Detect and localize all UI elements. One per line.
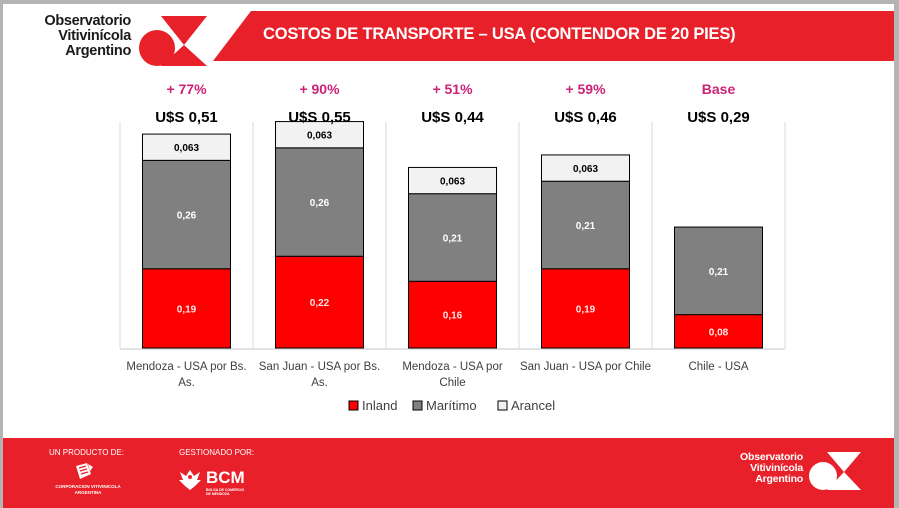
legend-swatch	[348, 400, 359, 411]
bar-segment-arancel	[275, 121, 364, 149]
category-label: Chile - USA	[688, 361, 748, 373]
product-org-line: ARGENTINA	[74, 490, 102, 495]
footer: UN PRODUCTO DE: CORPORACION VITIVINICOLA…	[3, 438, 894, 508]
logo-mark-icon	[139, 16, 207, 66]
bar-segment-inland	[674, 314, 763, 349]
data-label: 0,16	[443, 311, 463, 322]
bcm-eagle-icon	[179, 470, 201, 490]
data-label: 0,063	[174, 143, 199, 154]
bcm-sub-line: BOLSA DE COMERCIO	[206, 488, 245, 492]
total-label: U$S 0,55	[288, 109, 351, 126]
bar-segment-inland	[408, 280, 497, 349]
pct-vs-base-label: + 51%	[432, 81, 473, 97]
product-org: CORPORACION VITIVINICOLA ARGENTINA	[43, 484, 133, 496]
category-label: Mendoza - USA por Bs.	[126, 361, 246, 373]
bar-segment-maritimo	[674, 226, 763, 316]
page-title: COSTOS DE TRANSPORTE – USA (CONTENDOR DE…	[263, 25, 736, 43]
legend-swatch	[497, 400, 508, 411]
footer-logo-mark-icon	[809, 452, 861, 490]
data-label: 0,063	[440, 177, 465, 188]
category-label: As.	[311, 377, 328, 389]
slide: Observatorio Vitivinícola Argentino COST…	[3, 4, 894, 508]
pct-vs-base-label: Base	[702, 81, 736, 97]
bcm-sub-line: DE MENDOZA	[206, 492, 230, 496]
data-label: 0,08	[709, 327, 729, 338]
footer-logo-line: Observatorio	[740, 451, 803, 463]
pct-vs-base-label: + 59%	[565, 81, 606, 97]
pct-vs-base-label: + 77%	[166, 81, 207, 97]
bar-segment-inland	[275, 255, 364, 349]
legend-label: Inland	[362, 398, 397, 413]
category-label: Chile	[439, 377, 465, 389]
data-label: 0,063	[307, 131, 332, 142]
bar-segment-maritimo	[541, 180, 630, 270]
observatorio-logo: Observatorio Vitivinícola Argentino	[11, 14, 211, 68]
footer-logo-line: Vitivinícola	[750, 462, 803, 474]
total-label: U$S 0,51	[155, 109, 218, 126]
data-label: 0,19	[576, 304, 596, 315]
total-label: U$S 0,44	[421, 109, 484, 126]
logo-line: Argentino	[65, 43, 131, 59]
bcm-sub: BOLSA DE COMERCIO DE MENDOZA	[206, 488, 246, 496]
stacked-bar-chart: 0,19 0,26 0,063 U$S 0,51 + 77% Mendoza - USA …	[119, 81, 786, 413]
category-label: San Juan - USA por Bs.	[259, 361, 380, 373]
logo-line: Observatorio	[44, 13, 131, 29]
logo-text: Observatorio Vitivinícola Argentino	[11, 14, 131, 59]
observatorio-footer-logo: Observatorio Vitivinícola Argentino	[731, 450, 871, 494]
legend-swatch	[412, 400, 423, 411]
bar-segment-maritimo	[408, 193, 497, 282]
data-label: 0,21	[443, 233, 463, 244]
data-label: 0,26	[177, 211, 197, 222]
data-label: 0,063	[573, 164, 598, 175]
data-label: 0,22	[310, 298, 330, 309]
bar-segment-inland	[541, 268, 630, 349]
category-label: As.	[178, 377, 195, 389]
data-label: 0,19	[177, 304, 197, 315]
pct-vs-base-label: + 90%	[299, 81, 340, 97]
corporacion-logo-icon	[76, 463, 93, 479]
product-org-line: CORPORACION VITIVINICOLA	[55, 484, 121, 489]
logo-line: Vitivinícola	[58, 28, 131, 44]
footer-logo-line: Argentino	[755, 473, 803, 485]
product-label: UN PRODUCTO DE:	[49, 448, 124, 457]
category-label: Mendoza - USA por	[402, 361, 503, 373]
legend-label: Arancel	[511, 398, 555, 413]
bar-segment-maritimo	[275, 147, 364, 257]
bcm-name: BCM	[206, 468, 245, 487]
bar-segment-arancel	[142, 133, 231, 161]
category-label: San Juan - USA por Chile	[520, 361, 651, 373]
data-label: 0,21	[709, 267, 729, 278]
title-container: COSTOS DE TRANSPORTE – USA (CONTENDOR DE…	[213, 11, 894, 61]
total-label: U$S 0,46	[554, 109, 617, 126]
title-band	[213, 11, 894, 61]
footer-logo-text: Observatorio Vitivinícola Argentino	[731, 452, 803, 485]
data-label: 0,21	[576, 221, 596, 232]
managed-label: GESTIONADO POR:	[179, 448, 255, 457]
bar-segment-arancel	[541, 154, 630, 182]
bar-segment-arancel	[408, 166, 497, 195]
data-label: 0,26	[310, 198, 330, 209]
total-label: U$S 0,29	[687, 109, 750, 126]
bar-segment-maritimo	[142, 159, 231, 270]
legend-label: Marítimo	[426, 398, 477, 413]
